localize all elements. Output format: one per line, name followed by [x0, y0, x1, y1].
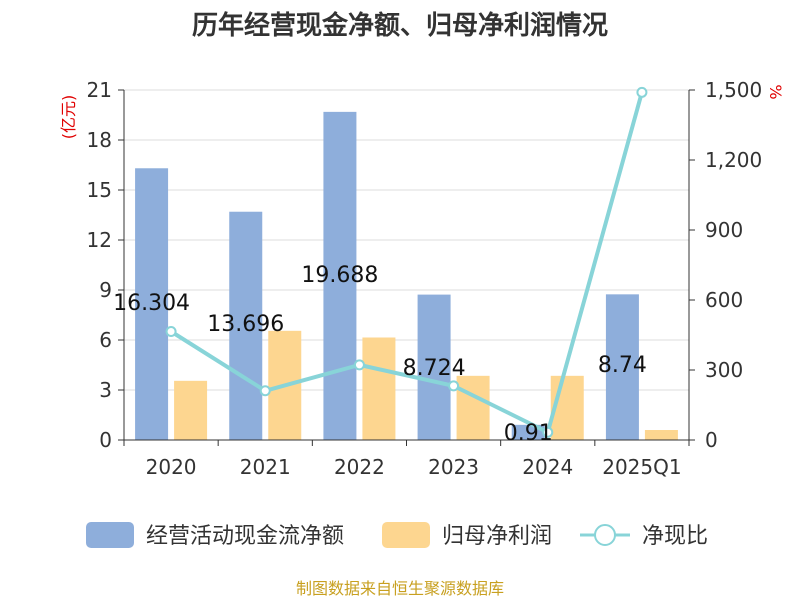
left-tick-label: 0 — [99, 428, 112, 452]
legend-swatch-operating-cashflow — [86, 522, 134, 548]
bar-operating-cashflow — [605, 294, 639, 440]
ratio-polyline — [170, 91, 644, 435]
legend-marker-ratio — [594, 524, 616, 546]
legend-label-net-profit: 归母净利润 — [442, 524, 552, 549]
legend-swatch-net-profit — [382, 522, 430, 548]
bar-value-label: 0.91 — [504, 421, 553, 446]
left-tick-label: 15 — [87, 178, 112, 202]
right-tick-label: 1,200 — [705, 148, 762, 172]
chart-title: 历年经营现金净额、归母净利润情况 — [192, 10, 608, 41]
x-tick-label: 2023 — [428, 455, 479, 479]
legend-label-ratio: 净现比 — [642, 524, 708, 549]
bar-net-profit — [174, 380, 208, 440]
gridlines — [124, 89, 689, 391]
bar-value-label: 8.74 — [598, 353, 647, 378]
bar-value-label: 19.688 — [301, 263, 378, 288]
left-tick-label: 6 — [99, 328, 112, 352]
ratio-point — [636, 86, 648, 98]
bar-net-profit — [456, 375, 490, 440]
x-tick-label: 2025Q1 — [602, 455, 681, 479]
x-tick-label: 2021 — [240, 455, 291, 479]
left-tick-label: 12 — [87, 228, 112, 252]
axes: 0 3 6 9 12 15 18 21 0 300 600 900 1,200 1,500 2020 2021… — [87, 78, 763, 479]
bar-operating-cashflow — [135, 168, 169, 440]
right-tick-label: 0 — [705, 428, 718, 452]
bar-net-profit — [362, 337, 396, 440]
x-tick-label: 2020 — [146, 455, 197, 479]
ratio-point — [542, 426, 554, 438]
bar-operating-cashflow — [323, 111, 357, 440]
ratio-line — [165, 86, 648, 438]
right-tick-label: 300 — [705, 358, 743, 382]
left-tick-label: 21 — [87, 78, 112, 102]
ratio-point — [353, 359, 365, 371]
x-tick-label: 2024 — [522, 455, 573, 479]
left-tick-label: 18 — [87, 128, 112, 152]
left-tick-label: 9 — [99, 278, 112, 302]
bar-operating-cashflow — [417, 294, 451, 440]
bars — [135, 111, 678, 440]
right-tick-label: 1,500 — [705, 78, 762, 102]
ratio-point — [165, 326, 177, 337]
bar-value-label: 8.724 — [403, 356, 466, 381]
bar-net-profit — [644, 430, 678, 440]
ratio-point — [448, 380, 460, 392]
left-tick-label: 3 — [99, 378, 112, 402]
left-axis-unit: (亿元) — [59, 95, 78, 140]
legend-label-operating-cashflow: 经营活动现金流净额 — [146, 524, 344, 549]
bar-value-label: 16.304 — [113, 291, 190, 316]
right-tick-label: 900 — [705, 218, 743, 242]
data-labels: 16.304 13.696 19.688 8.724 0.91 8.74 — [113, 263, 647, 446]
bar-value-label: 13.696 — [207, 312, 284, 337]
right-axis-unit: % — [766, 84, 785, 99]
right-tick-label: 600 — [705, 288, 743, 312]
legend: 经营活动现金流净额 归母净利润 净现比 — [86, 522, 708, 549]
ratio-point — [259, 385, 271, 397]
bar-operating-cashflow — [229, 211, 263, 440]
x-tick-label: 2022 — [334, 455, 385, 479]
source-note: 制图数据来自恒生聚源数据库 — [296, 579, 504, 598]
